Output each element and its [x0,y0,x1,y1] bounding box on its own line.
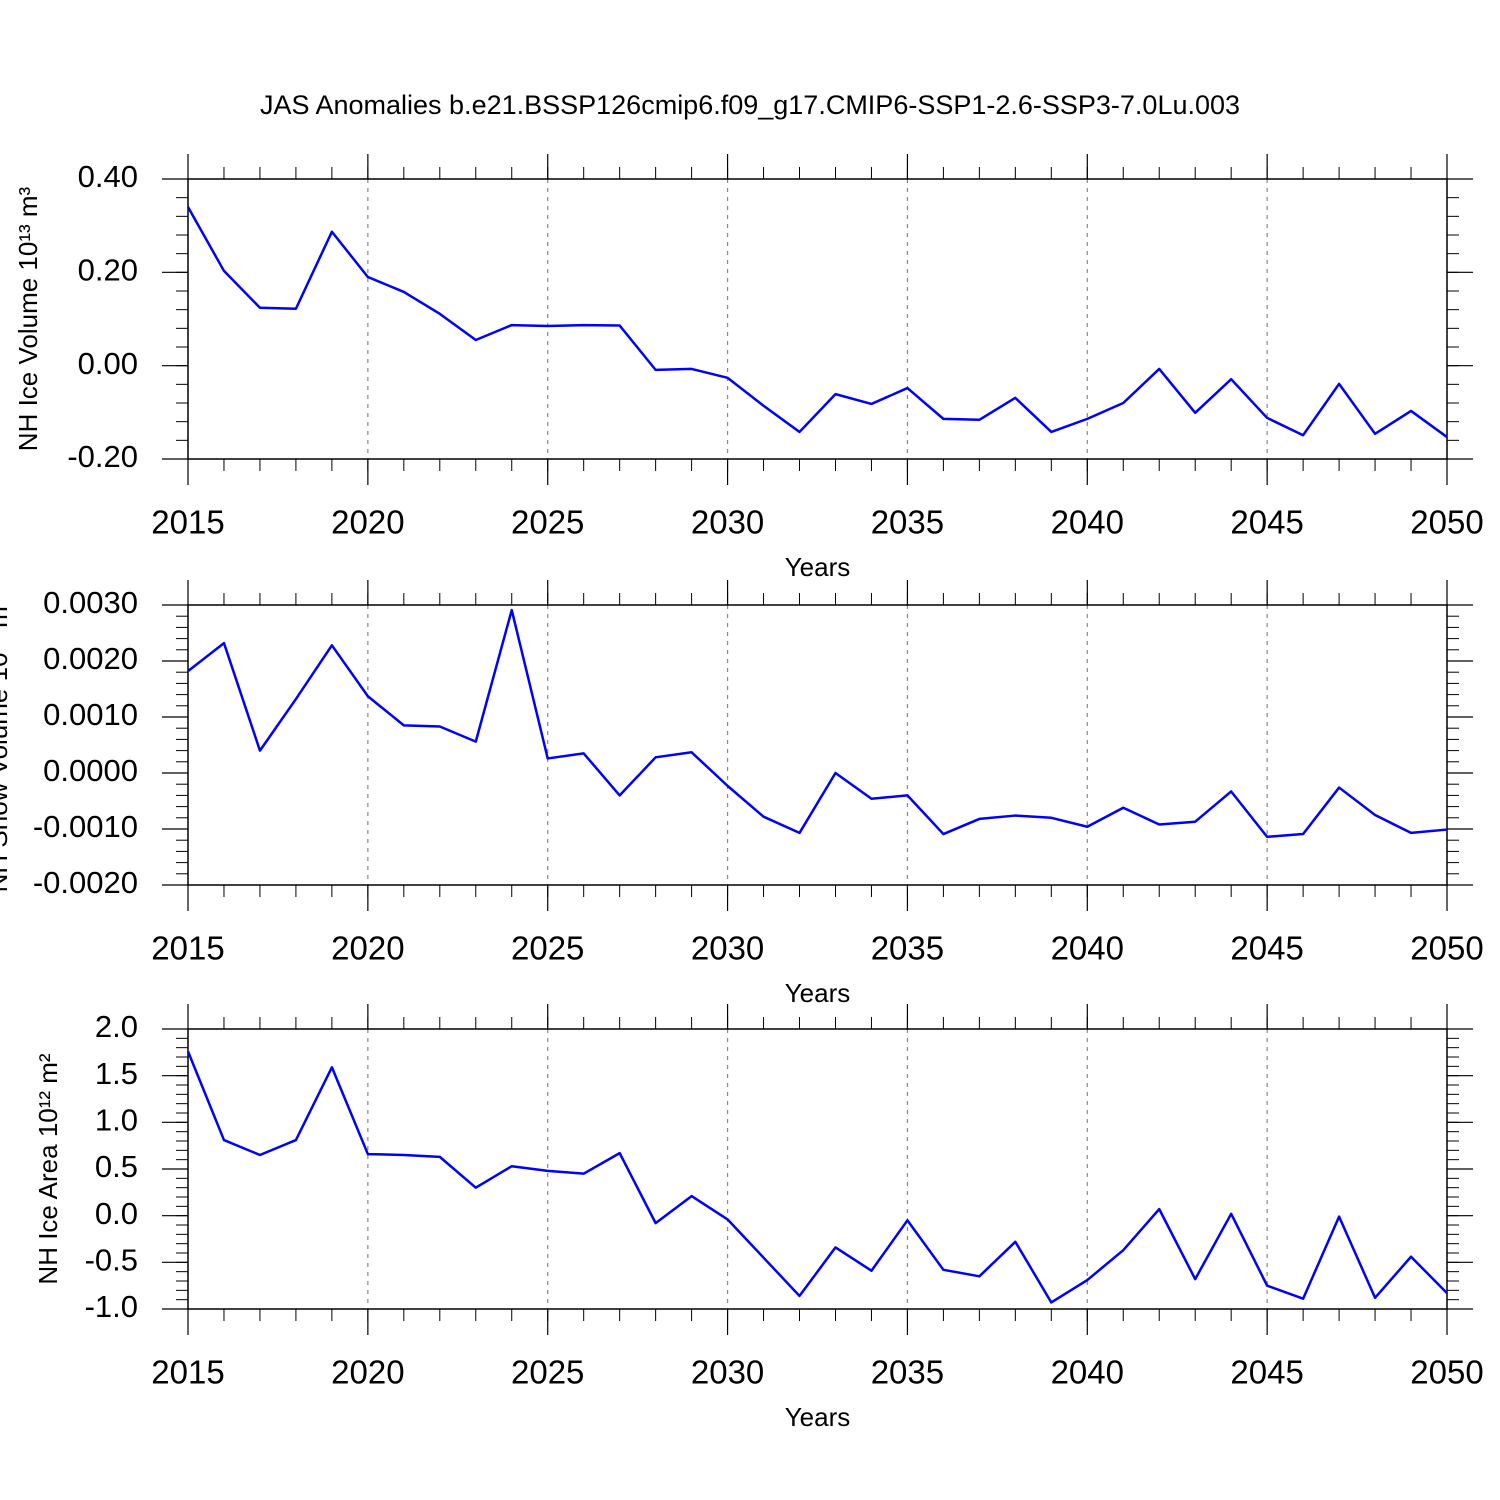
x-tick-label: 2050 [1410,1354,1483,1391]
x-tick-label: 2035 [871,930,944,967]
x-tick-label: 2025 [511,930,584,967]
y-axis-label: NH Ice Volume 10¹³ m³ [13,186,43,451]
data-line [186,206,1448,439]
x-tick-label: 2030 [691,930,764,967]
x-tick-label: 2015 [151,930,224,967]
x-tick-label: 2020 [331,504,404,541]
plot-frame [187,604,1448,886]
y-axis-label: NH Ice Area 10¹² m² [33,1053,63,1285]
x-tick-label: 2015 [151,1354,224,1391]
x-tick-label: 2030 [691,504,764,541]
y-tick-label: 0.0000 [43,753,138,788]
y-tick-label: -1.0 [85,1289,138,1324]
x-tick-label: 2025 [511,1354,584,1391]
x-tick-label: 2030 [691,1354,764,1391]
x-axis-label: Years [785,978,851,1008]
x-tick-label: 2020 [331,1354,404,1391]
y-tick-label: 2.0 [95,1009,138,1044]
y-tick-label: 0.00 [78,346,138,381]
x-tick-label: 2045 [1230,504,1303,541]
data-line [186,1050,1448,1304]
y-tick-label: 0.0 [95,1196,138,1231]
y-tick-label: 0.40 [78,159,138,194]
x-axis-label: Years [785,1402,851,1432]
x-tick-label: 2050 [1410,504,1483,541]
x-tick-label: 2045 [1230,930,1303,967]
y-tick-label: 0.5 [95,1149,138,1184]
y-tick-label: 0.0010 [43,697,138,732]
y-tick-label: 1.5 [95,1056,138,1091]
plot-frame [187,178,1448,460]
x-tick-label: 2050 [1410,930,1483,967]
y-tick-label: 0.20 [78,253,138,288]
y-tick-label: 0.0020 [43,641,138,676]
x-tick-label: 2040 [1051,504,1124,541]
x-tick-label: 2035 [871,1354,944,1391]
x-tick-label: 2015 [151,504,224,541]
x-tick-label: 2035 [871,504,944,541]
y-tick-label: 1.0 [95,1103,138,1138]
y-tick-label: -0.0010 [33,809,138,844]
x-tick-label: 2040 [1051,930,1124,967]
x-tick-label: 2020 [331,930,404,967]
data-line [187,608,1448,839]
chart-title: JAS Anomalies b.e21.BSSP126cmip6.f09_g17… [260,90,1240,120]
x-axis-label: Years [785,552,851,582]
y-tick-label: -0.0020 [33,865,138,900]
y-tick-label: -0.20 [67,439,138,474]
plot-frame [187,1028,1448,1310]
y-axis-label: NH Snow Volume 10¹³ m³ [0,597,13,892]
y-tick-label: 0.0030 [43,585,138,620]
x-tick-label: 2040 [1051,1354,1124,1391]
x-tick-label: 2025 [511,504,584,541]
y-tick-label: -0.5 [85,1243,138,1278]
x-tick-label: 2045 [1230,1354,1303,1391]
